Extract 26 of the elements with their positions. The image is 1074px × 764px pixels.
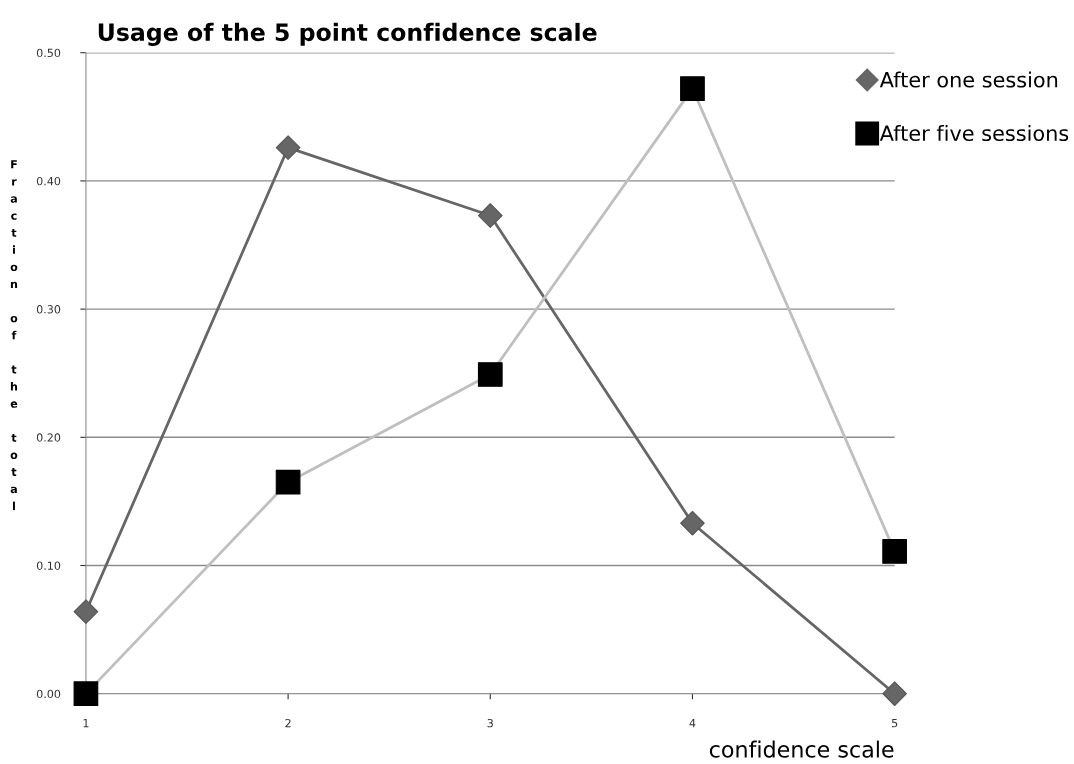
legend-label: After five sessions — [879, 124, 1069, 142]
x-tick-label: 5 — [891, 719, 898, 728]
point — [882, 539, 908, 564]
point — [882, 681, 907, 707]
x-tick-label: 3 — [487, 718, 493, 728]
y-tick-label: 0.10 — [36, 561, 61, 570]
x-tick-label: 1 — [83, 719, 89, 728]
point — [680, 76, 705, 101]
point — [477, 362, 503, 387]
y-tick-label: 0.20 — [36, 433, 61, 442]
x-tick-label: 4 — [689, 719, 696, 728]
y-tick-label: 0.00 — [36, 689, 61, 699]
y-tick-label: 0.30 — [36, 305, 61, 314]
chart-title: Usage of the 5 point confidence scale — [98, 22, 597, 46]
point — [680, 510, 705, 536]
point — [73, 681, 99, 707]
point — [73, 599, 99, 625]
x-axis-title: confidence scale — [709, 740, 894, 758]
point — [275, 469, 301, 495]
point — [477, 203, 503, 228]
y-tick-label: 0.50 — [36, 48, 61, 58]
x-tick-label: 2 — [285, 718, 291, 728]
text: Fraction of the total — [10, 160, 18, 511]
y-tick-label: 0.40 — [36, 176, 61, 186]
legend-label: After one session — [879, 71, 1058, 88]
point — [275, 135, 301, 160]
